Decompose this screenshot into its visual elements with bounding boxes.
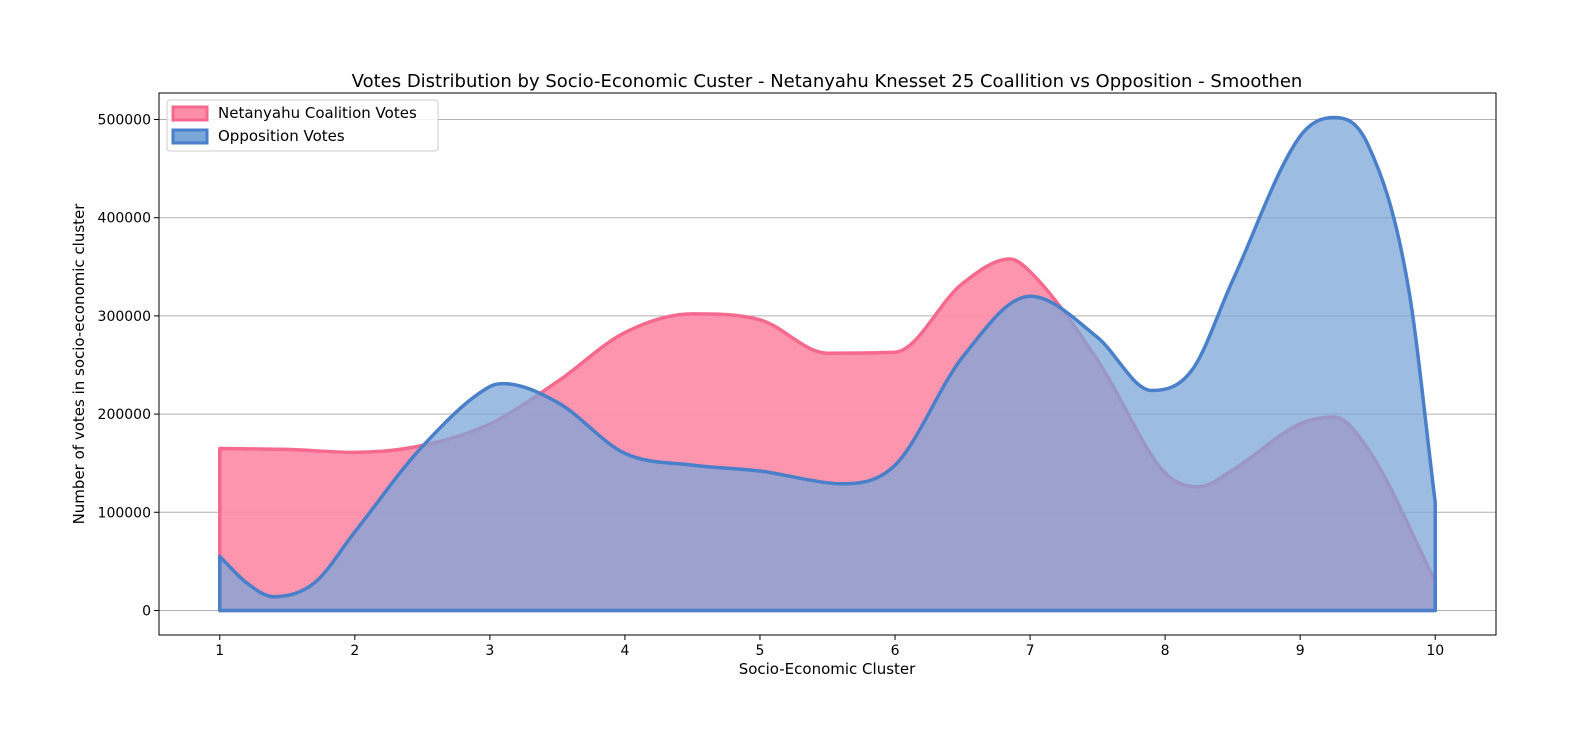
legend-swatch bbox=[171, 105, 209, 122]
x-tick-label: 10 bbox=[1426, 643, 1444, 659]
x-tick-label: 6 bbox=[891, 643, 900, 659]
plot-frame bbox=[158, 92, 1497, 636]
legend-label: Netanyahu Coalition Votes bbox=[218, 104, 417, 122]
y-axis-ticks: 0 100000 200000 300000 400000 500000 bbox=[98, 113, 159, 619]
y-axis-label: Number of votes in socio-economic cluste… bbox=[70, 203, 88, 525]
y-tick-label: 100000 bbox=[98, 505, 151, 521]
y-tick-label: 200000 bbox=[98, 407, 151, 423]
chart-title: Votes Distribution by Socio-Economic Cus… bbox=[352, 71, 1303, 92]
legend: Netanyahu Coalition Votes Opposition Vote… bbox=[166, 99, 439, 152]
legend-label: Opposition Votes bbox=[218, 127, 345, 145]
x-tick-label: 9 bbox=[1296, 643, 1305, 659]
legend-swatch bbox=[171, 128, 209, 145]
x-tick-label: 7 bbox=[1026, 643, 1035, 659]
x-tick-label: 1 bbox=[215, 643, 224, 659]
x-tick-label: 2 bbox=[350, 643, 359, 659]
y-tick-label: 300000 bbox=[98, 309, 151, 325]
x-axis-ticks: 1 2 3 4 5 6 7 8 9 10 bbox=[215, 635, 1444, 659]
x-tick-label: 3 bbox=[485, 643, 494, 659]
y-tick-label: 0 bbox=[142, 603, 151, 619]
series-areas bbox=[218, 115, 1437, 613]
x-tick-label: 5 bbox=[756, 643, 765, 659]
y-tick-label: 500000 bbox=[98, 113, 151, 129]
y-tick-label: 400000 bbox=[98, 211, 151, 227]
x-tick-label: 4 bbox=[620, 643, 629, 659]
x-tick-label: 8 bbox=[1161, 643, 1170, 659]
x-axis-label: Socio-Economic Cluster bbox=[739, 660, 916, 678]
legend-box bbox=[166, 99, 439, 152]
series-area-1 bbox=[218, 115, 1437, 613]
